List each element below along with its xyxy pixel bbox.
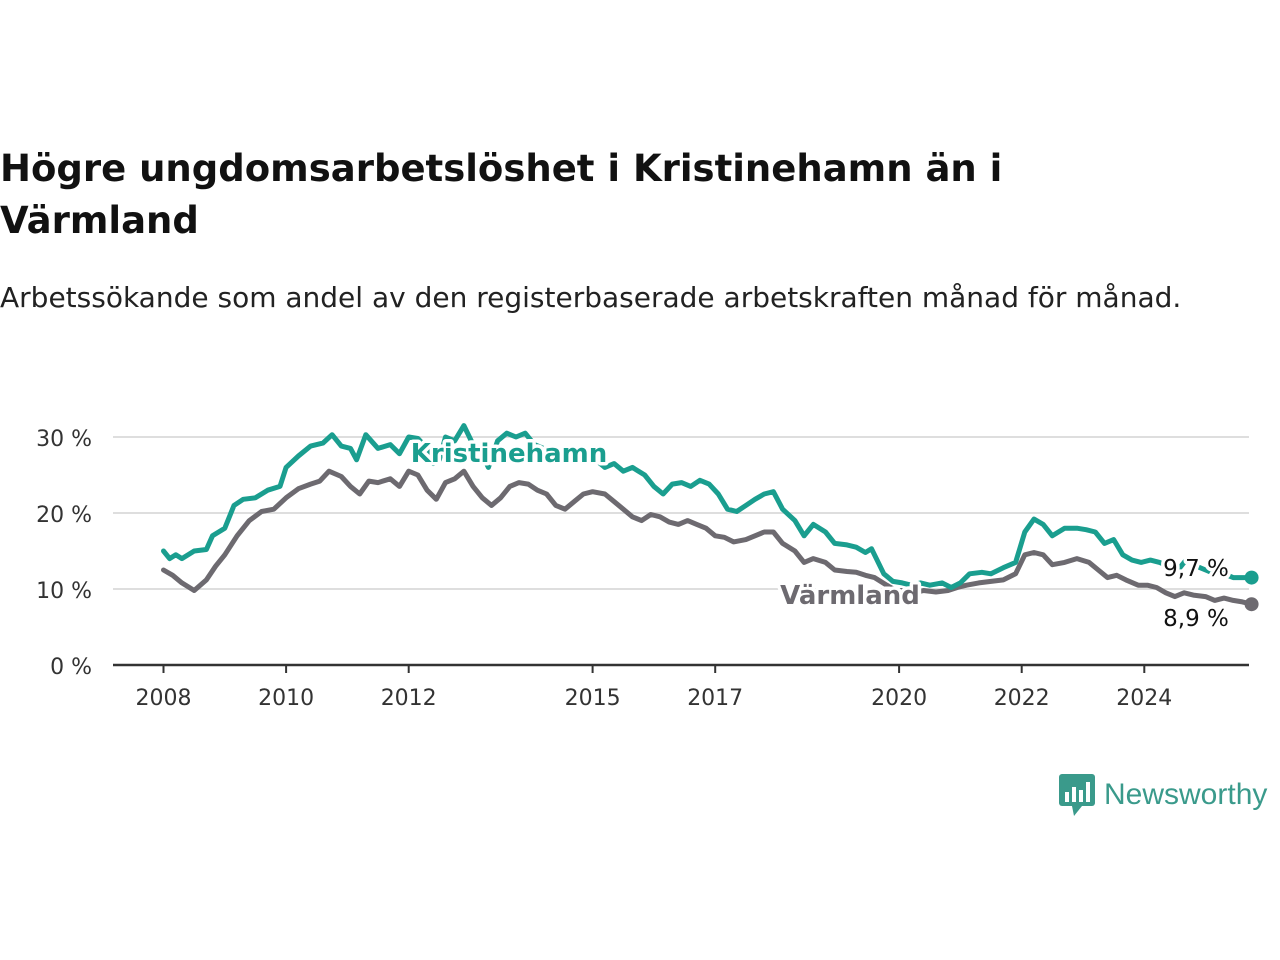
chart-subtitle: Arbetssökande som andel av den registerb… <box>0 281 1182 314</box>
x-tick-label: 2022 <box>994 686 1050 711</box>
y-tick-label: 20 % <box>36 503 92 528</box>
newsworthy-bar-chart-icon <box>1059 774 1095 816</box>
series-line-varmland <box>161 468 1255 607</box>
end-point-marker <box>1244 570 1259 585</box>
series-label-kristinehamn: Kristinehamn <box>411 439 608 469</box>
line-chart: 0 % 10 % 20 % 30 % 2008 2010 2012 2015 2017 2020… <box>36 423 1259 711</box>
chart-title: Högre ungdomsarbetslöshet i Kristinehamn… <box>0 147 1003 242</box>
series-line-kristinehamn <box>161 423 1255 590</box>
x-tick-label: 2012 <box>381 686 437 711</box>
x-tick-label: 2010 <box>258 686 314 711</box>
series-label-varmland: Värmland <box>780 581 920 611</box>
brand-name: Newsworthy <box>1104 778 1268 811</box>
series-lines <box>161 423 1259 612</box>
y-axis-tick-labels: 0 % 10 % 20 % 30 % <box>36 427 92 680</box>
end-value-label-kristinehamn: 9,7 % <box>1163 556 1229 582</box>
end-value-label-varmland: 8,9 % <box>1163 606 1229 632</box>
x-tick-label: 2024 <box>1116 686 1172 711</box>
series-labels: Kristinehamn Värmland 9,7 % 8,9 % <box>407 436 1232 636</box>
x-axis: 2008 2010 2012 2015 2017 2020 2022 2024 <box>113 663 1249 711</box>
newsworthy-logo: Newsworthy <box>1058 772 1267 818</box>
y-tick-label: 30 % <box>36 427 92 452</box>
x-tick-label: 2008 <box>136 686 192 711</box>
y-tick-label: 10 % <box>36 579 92 604</box>
y-tick-label: 0 % <box>50 655 92 680</box>
x-tick-label: 2017 <box>687 686 743 711</box>
grid-lines <box>113 436 1249 590</box>
x-tick-label: 2020 <box>871 686 927 711</box>
end-point-marker <box>1244 597 1259 612</box>
x-tick-label: 2015 <box>565 686 621 711</box>
